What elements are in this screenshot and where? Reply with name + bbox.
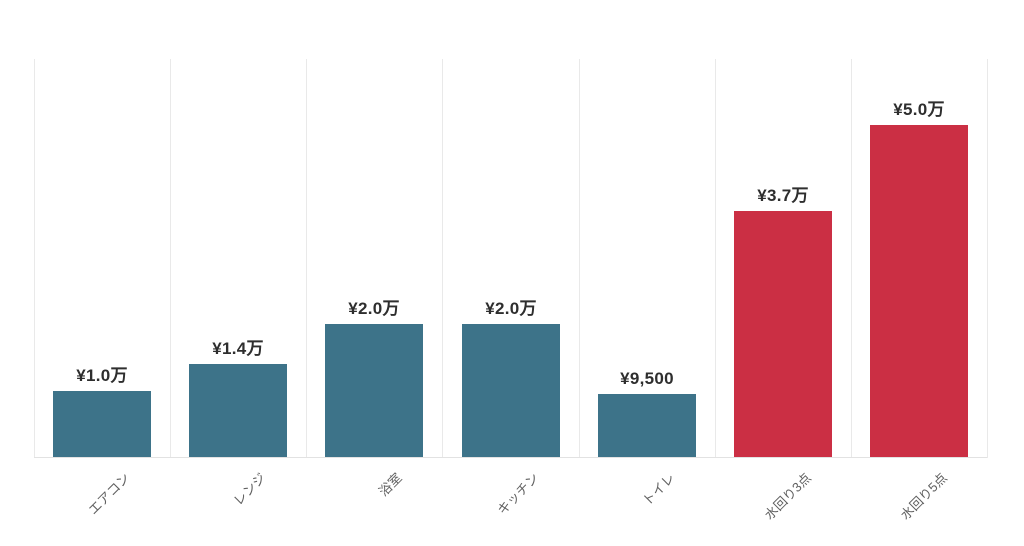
bar-トイレ[interactable]	[598, 394, 696, 457]
x-axis-label: 水回り5点	[897, 470, 950, 523]
gridline-vertical	[170, 59, 171, 458]
bar-レンジ[interactable]	[189, 364, 287, 457]
bar-value-label: ¥1.4万	[212, 339, 264, 358]
bar-value-label: ¥9,500	[620, 369, 674, 388]
gridline-vertical	[851, 59, 852, 458]
x-axis-baseline	[34, 457, 987, 458]
bar-value-label: ¥2.0万	[348, 299, 400, 318]
gridline-vertical	[34, 59, 35, 458]
bar-エアコン[interactable]	[53, 391, 151, 457]
bar-浴室[interactable]	[325, 324, 423, 457]
x-axis-label: レンジ	[230, 470, 269, 509]
bar-水回り5点[interactable]	[870, 125, 968, 457]
gridline-vertical	[579, 59, 580, 458]
bar-value-label: ¥1.0万	[76, 366, 128, 385]
plot-area: ¥1.0万 ¥1.4万 ¥2.0万 ¥2.0万 ¥9,500 ¥3.7万 ¥5.0万	[34, 59, 988, 458]
bar-value-label: ¥5.0万	[893, 100, 945, 119]
gridline-vertical	[442, 59, 443, 458]
x-axis-label: 浴室	[375, 470, 405, 500]
bar-水回り3点[interactable]	[734, 211, 832, 457]
gridline-vertical	[306, 59, 307, 458]
x-axis-label: トイレ	[639, 470, 678, 509]
x-axis-label: エアコン	[85, 470, 133, 518]
x-axis-label: 水回り3点	[761, 470, 814, 523]
bar-value-label: ¥3.7万	[757, 186, 809, 205]
gridline-vertical	[987, 59, 988, 458]
gridline-vertical	[715, 59, 716, 458]
x-axis-label: キッチン	[494, 470, 542, 518]
bar-キッチン[interactable]	[462, 324, 560, 457]
bar-value-label: ¥2.0万	[485, 299, 537, 318]
